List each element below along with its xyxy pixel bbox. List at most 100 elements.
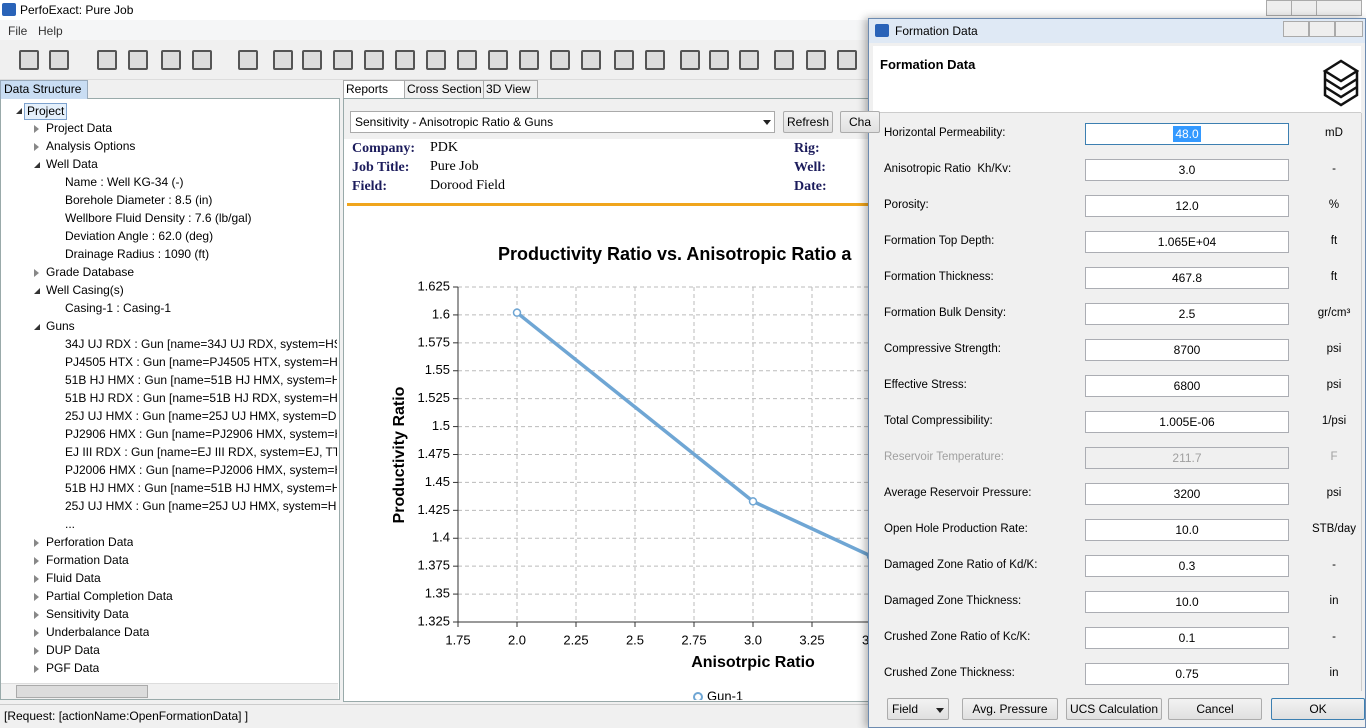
scroll-thumb[interactable] bbox=[16, 685, 148, 698]
tree-item[interactable]: DUP Data bbox=[46, 643, 100, 657]
expander[interactable] bbox=[34, 269, 39, 277]
field-value[interactable]: 6800 bbox=[1173, 379, 1201, 393]
menu-item[interactable]: File bbox=[8, 24, 28, 38]
toolbar-button[interactable] bbox=[97, 50, 117, 70]
tree-item[interactable]: Partial Completion Data bbox=[46, 589, 173, 603]
tree-item[interactable]: Well Casing(s) bbox=[46, 283, 124, 297]
field-value[interactable]: 1.005E-06 bbox=[1159, 415, 1215, 429]
close-button[interactable] bbox=[1316, 0, 1362, 16]
field-value[interactable]: 8700 bbox=[1173, 343, 1201, 357]
tree-item[interactable]: Project bbox=[24, 103, 68, 120]
tree-item[interactable]: Well Data bbox=[46, 157, 98, 171]
field-input[interactable]: 3.0 bbox=[1085, 159, 1289, 181]
expander[interactable] bbox=[34, 539, 39, 547]
report-button[interactable]: Cha bbox=[840, 111, 880, 133]
field-value[interactable]: 467.8 bbox=[1171, 271, 1203, 285]
field-value[interactable]: 10.0 bbox=[1175, 523, 1199, 537]
toolbar-button[interactable] bbox=[645, 50, 665, 70]
field-value[interactable]: 3200 bbox=[1173, 487, 1201, 501]
field-value[interactable]: 1.065E+04 bbox=[1157, 235, 1217, 249]
toolbar-button[interactable] bbox=[614, 50, 634, 70]
field-value[interactable]: 0.1 bbox=[1178, 631, 1196, 645]
toolbar-button[interactable] bbox=[774, 50, 794, 70]
tree-item[interactable]: Casing-1 : Casing-1 bbox=[65, 301, 172, 315]
toolbar-button[interactable] bbox=[192, 50, 212, 70]
tree-tab[interactable]: Data Structure bbox=[4, 82, 82, 96]
tree-item[interactable]: 25J UJ HMX : Gun [name=25J UJ HMX, syste… bbox=[65, 409, 337, 423]
toolbar-button[interactable] bbox=[128, 50, 148, 70]
expander[interactable] bbox=[34, 125, 39, 133]
field-value[interactable]: 10.0 bbox=[1175, 595, 1199, 609]
field-value[interactable]: 0.75 bbox=[1175, 667, 1199, 681]
tree-item[interactable]: Formation Data bbox=[46, 553, 129, 567]
tree-item[interactable]: Perforation Data bbox=[46, 535, 134, 549]
field-value[interactable]: 48.0 bbox=[1173, 126, 1201, 142]
maximize-button[interactable] bbox=[1291, 0, 1317, 16]
field-input[interactable]: 2.5 bbox=[1085, 303, 1289, 325]
toolbar-button[interactable] bbox=[49, 50, 69, 70]
toolbar-button[interactable] bbox=[426, 50, 446, 70]
field-input[interactable]: 10.0 bbox=[1085, 591, 1289, 613]
field-input[interactable]: 3200 bbox=[1085, 483, 1289, 505]
tree-item[interactable]: Name : Well KG-34 (-) bbox=[65, 175, 184, 189]
expander[interactable] bbox=[34, 665, 39, 673]
report-tab[interactable]: 3D View bbox=[483, 80, 538, 98]
tree-item[interactable]: 25J UJ HMX : Gun [name=25J UJ HMX, syste… bbox=[65, 499, 337, 513]
tree-item[interactable]: Drainage Radius : 1090 (ft) bbox=[65, 247, 210, 261]
tree-item[interactable]: Project Data bbox=[46, 121, 113, 135]
field-input[interactable]: 48.0 bbox=[1085, 123, 1289, 145]
minimize-button[interactable] bbox=[1266, 0, 1292, 16]
tree-item[interactable]: EJ III RDX : Gun [name=EJ III RDX, syste… bbox=[65, 445, 337, 459]
tree-item[interactable]: Underbalance Data bbox=[46, 625, 150, 639]
menu-item[interactable]: Help bbox=[38, 24, 63, 38]
dialog-maximize[interactable] bbox=[1309, 21, 1335, 37]
field-input[interactable]: 0.1 bbox=[1085, 627, 1289, 649]
tree-item[interactable]: 51B HJ HMX : Gun [name=51B HJ HMX, syste… bbox=[65, 481, 337, 495]
field-value[interactable]: 0.3 bbox=[1178, 559, 1196, 573]
toolbar-button[interactable] bbox=[302, 50, 322, 70]
tree-item[interactable]: PJ2006 HMX : Gun [name=PJ2006 HMX, syste… bbox=[65, 463, 337, 477]
dialog-close[interactable] bbox=[1335, 21, 1363, 37]
field-input[interactable]: 6800 bbox=[1085, 375, 1289, 397]
toolbar-button[interactable] bbox=[19, 50, 39, 70]
toolbar-button[interactable] bbox=[395, 50, 415, 70]
toolbar-button[interactable] bbox=[457, 50, 477, 70]
toolbar-button[interactable] bbox=[273, 50, 293, 70]
toolbar-button[interactable] bbox=[709, 50, 729, 70]
expander[interactable] bbox=[34, 575, 39, 583]
tree-item[interactable]: Wellbore Fluid Density : 7.6 (lb/gal) bbox=[65, 211, 252, 225]
toolbar-button[interactable] bbox=[161, 50, 181, 70]
tree-item[interactable]: 51B HJ HMX : Gun [name=51B HJ HMX, syste… bbox=[65, 373, 337, 387]
tree-item[interactable]: PGF Data bbox=[46, 661, 100, 675]
field-input[interactable]: 0.3 bbox=[1085, 555, 1289, 577]
toolbar-button[interactable] bbox=[550, 50, 570, 70]
toolbar-button[interactable] bbox=[680, 50, 700, 70]
field-input[interactable]: 1.005E-06 bbox=[1085, 411, 1289, 433]
toolbar-button[interactable] bbox=[238, 50, 258, 70]
expander[interactable] bbox=[34, 324, 40, 330]
dialog-minimize[interactable] bbox=[1283, 21, 1309, 37]
expander[interactable] bbox=[34, 611, 39, 619]
expander[interactable] bbox=[34, 557, 39, 565]
expander[interactable] bbox=[34, 647, 39, 655]
toolbar-button[interactable] bbox=[581, 50, 601, 70]
expander[interactable] bbox=[34, 288, 40, 294]
field-value[interactable]: 3.0 bbox=[1178, 163, 1196, 177]
report-selector[interactable]: Sensitivity - Anisotropic Ratio & Guns bbox=[350, 111, 775, 133]
tree-item[interactable]: Guns bbox=[46, 319, 75, 333]
report-tab[interactable]: Reports bbox=[343, 80, 406, 98]
toolbar-button[interactable] bbox=[364, 50, 384, 70]
field-value[interactable]: 2.5 bbox=[1178, 307, 1196, 321]
expander[interactable] bbox=[16, 108, 22, 114]
tree-item[interactable]: PJ4505 HTX : Gun [name=PJ4505 HTX, syste… bbox=[65, 355, 337, 369]
field-input[interactable]: 1.065E+04 bbox=[1085, 231, 1289, 253]
dialog-button[interactable]: OK bbox=[1271, 698, 1365, 720]
toolbar-button[interactable] bbox=[488, 50, 508, 70]
field-input[interactable]: 10.0 bbox=[1085, 519, 1289, 541]
expander[interactable] bbox=[34, 162, 40, 168]
tree-item[interactable]: 34J UJ RDX : Gun [name=34J UJ RDX, syste… bbox=[65, 337, 337, 351]
tree-item[interactable]: Sensitivity Data bbox=[46, 607, 129, 621]
toolbar-button[interactable] bbox=[837, 50, 857, 70]
field-input[interactable]: 8700 bbox=[1085, 339, 1289, 361]
tree-item[interactable]: Borehole Diameter : 8.5 (in) bbox=[65, 193, 213, 207]
